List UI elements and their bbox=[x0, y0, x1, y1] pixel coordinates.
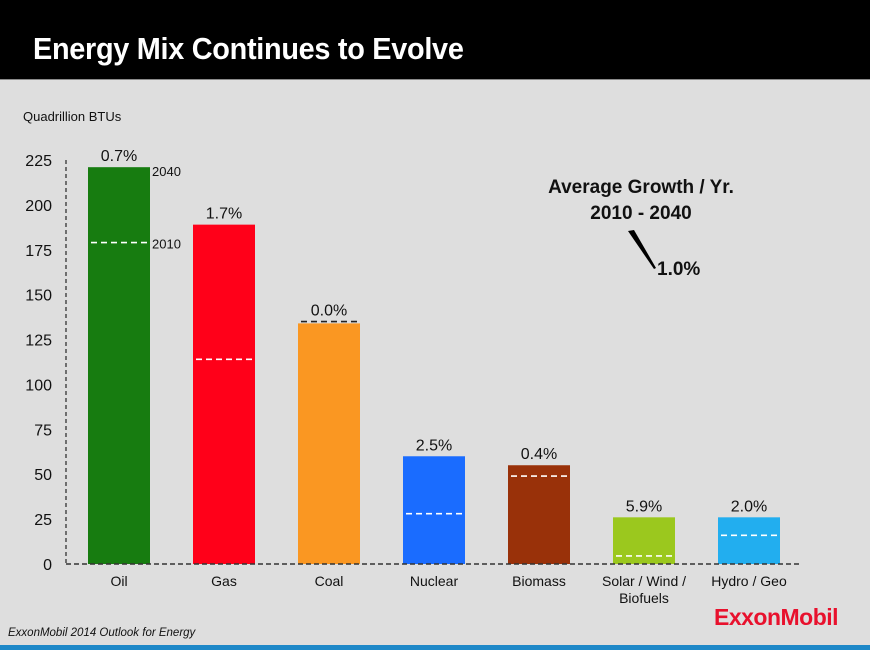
footer-stripe bbox=[0, 645, 870, 650]
bar-2040 bbox=[613, 517, 675, 564]
category-label: Hydro / Geo bbox=[711, 573, 787, 589]
y-tick-label: 50 bbox=[34, 467, 52, 484]
category-label: Gas bbox=[211, 573, 237, 589]
bar-2040 bbox=[403, 456, 465, 564]
growth-label: 2.0% bbox=[731, 498, 767, 515]
bar-2040 bbox=[88, 167, 150, 564]
category-label: Coal bbox=[315, 573, 344, 589]
series-label-2040: 2040 bbox=[152, 164, 181, 179]
bar-2040 bbox=[298, 323, 360, 564]
series-label-2010: 2010 bbox=[152, 237, 181, 252]
bar-2040 bbox=[718, 517, 780, 564]
annotation-value: 1.0% bbox=[657, 259, 700, 280]
growth-label: 0.7% bbox=[101, 148, 137, 165]
annotation-line2: 2010 - 2040 bbox=[590, 203, 691, 224]
annotation-pointer bbox=[628, 230, 656, 269]
annotation-line1: Average Growth / Yr. bbox=[548, 177, 734, 198]
bar-2040 bbox=[193, 224, 255, 564]
bar-2040 bbox=[508, 465, 570, 564]
growth-label: 0.0% bbox=[311, 303, 347, 320]
y-tick-label: 200 bbox=[25, 198, 52, 215]
bars bbox=[88, 167, 780, 564]
y-tick-label: 100 bbox=[25, 377, 52, 394]
category-label: Nuclear bbox=[410, 573, 459, 589]
category-label: Solar / Wind / bbox=[602, 573, 686, 589]
growth-label: 5.9% bbox=[626, 498, 662, 515]
labels: 0.7% Oil 1.7% Gas 0.0% Coal 2.5% Nuclear 0.4% Bio… bbox=[101, 148, 787, 606]
axes bbox=[65, 160, 802, 565]
category-label: Oil bbox=[110, 573, 127, 589]
y-tick-label: 175 bbox=[25, 243, 52, 260]
y-tick-label: 150 bbox=[25, 288, 52, 305]
average-growth-annotation: Average Growth / Yr. 2010 - 2040 1.0% bbox=[548, 177, 734, 280]
y-axis-ticks: 0 25 50 75 100 125 150 175 200 225 bbox=[25, 153, 52, 574]
footer-note: ExxonMobil 2014 Outlook for Energy bbox=[8, 627, 196, 639]
y-tick-label: 125 bbox=[25, 333, 52, 350]
category-label: Biofuels bbox=[619, 590, 669, 606]
growth-label: 2.5% bbox=[416, 437, 452, 454]
exxonmobil-logo: ExxonMobil bbox=[714, 604, 839, 630]
y-axis-unit-label: Quadrillion BTUs bbox=[23, 109, 122, 124]
growth-label: 0.4% bbox=[521, 446, 557, 463]
y-tick-label: 75 bbox=[34, 422, 52, 439]
growth-label: 1.7% bbox=[206, 206, 242, 223]
category-label: Biomass bbox=[512, 573, 566, 589]
y-tick-label: 225 bbox=[25, 153, 52, 170]
title-bar: Energy Mix Continues to Evolve bbox=[0, 0, 870, 80]
slide-title: Energy Mix Continues to Evolve bbox=[33, 31, 464, 66]
y-tick-label: 0 bbox=[43, 557, 52, 574]
y-tick-label: 25 bbox=[34, 512, 52, 529]
